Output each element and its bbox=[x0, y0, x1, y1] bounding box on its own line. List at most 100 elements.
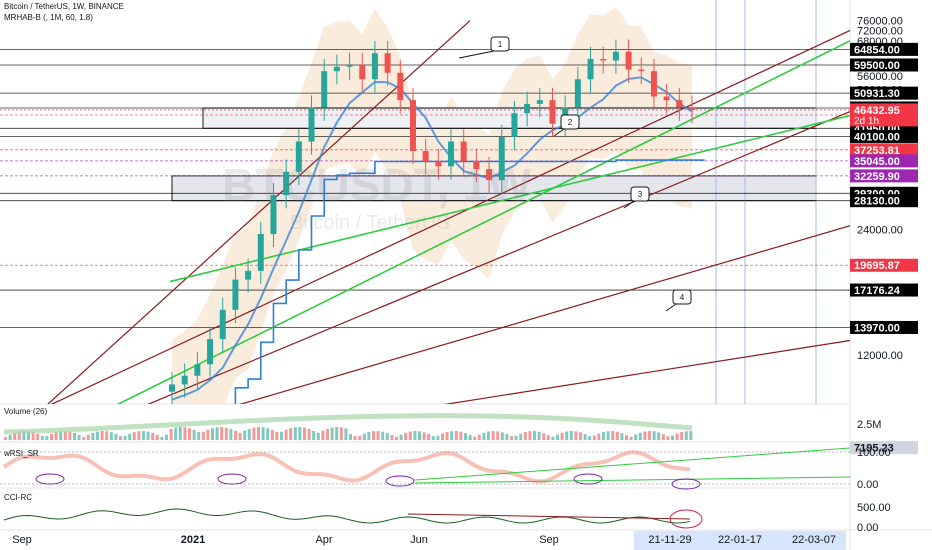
callout-3: 3 bbox=[623, 186, 650, 209]
price-tag-bg bbox=[850, 258, 918, 272]
volume-bar bbox=[464, 433, 467, 440]
pane-tick: 0.00 bbox=[857, 479, 878, 491]
trailing-stop-line bbox=[234, 159, 705, 404]
volume-bar bbox=[215, 427, 219, 440]
volume-bar bbox=[224, 427, 228, 440]
candle-body bbox=[321, 71, 328, 108]
price-tag: 35045.00 bbox=[850, 154, 918, 168]
volume-bar bbox=[675, 433, 679, 440]
pane-tick: 500.00 bbox=[857, 502, 891, 514]
volume-bar bbox=[362, 433, 366, 440]
volume-bar bbox=[436, 435, 440, 440]
volume-bar bbox=[284, 429, 288, 440]
volume-bar bbox=[243, 430, 247, 440]
candle-body bbox=[169, 384, 175, 392]
candle-body bbox=[371, 53, 378, 80]
candle-body bbox=[397, 72, 404, 101]
volume-bar bbox=[638, 432, 642, 440]
volume-bar bbox=[146, 431, 150, 440]
volume-bar bbox=[229, 429, 233, 440]
volume-pane-label[interactable]: Volume (26) bbox=[4, 407, 48, 416]
candle-body bbox=[600, 58, 607, 61]
current-price-tag-bg bbox=[850, 103, 918, 127]
price-tag-label: 40100.00 bbox=[854, 131, 900, 143]
candle-body bbox=[612, 51, 619, 61]
time-label: Apr bbox=[315, 534, 332, 546]
volume-bar bbox=[629, 436, 633, 440]
candle-body bbox=[207, 339, 214, 365]
volume-bar bbox=[657, 432, 661, 440]
volume-bar bbox=[431, 436, 435, 440]
candle-body bbox=[232, 279, 239, 310]
volume-bar bbox=[399, 434, 403, 440]
volume-bar bbox=[8, 434, 12, 440]
price-tag: 28130.00 bbox=[850, 194, 918, 208]
time-highlight-label: 21-11-29 bbox=[648, 534, 691, 546]
trend-line-3 bbox=[147, 111, 850, 404]
volume-bar bbox=[680, 432, 684, 440]
volume-bar bbox=[625, 435, 628, 440]
volume-bar bbox=[155, 434, 159, 440]
cci-pane-label[interactable]: CCI-RC bbox=[4, 493, 32, 502]
volume-bar bbox=[59, 431, 63, 440]
date-range-highlight bbox=[634, 531, 846, 550]
price-tag-label: 17176.24 bbox=[854, 285, 901, 297]
time-axis: Sep 2021 Apr Jun Sep 21-11-29 22-01-17 22-03-07 bbox=[12, 531, 846, 550]
volume-bar bbox=[109, 432, 113, 440]
price-tag-bg bbox=[850, 194, 918, 208]
price-tag-bg bbox=[850, 86, 918, 100]
volume-bar bbox=[602, 432, 605, 440]
volume-bar bbox=[22, 431, 26, 440]
volume-bar bbox=[372, 431, 375, 440]
candle-body bbox=[384, 53, 391, 73]
candle-body bbox=[663, 96, 670, 101]
volume-bar bbox=[454, 431, 458, 440]
volatility-cloud bbox=[172, 7, 692, 404]
volume-bar bbox=[611, 431, 615, 440]
price-tag-label: 19695.87 bbox=[854, 260, 900, 272]
volume-bar bbox=[615, 431, 619, 440]
price-tag: 64854.00 bbox=[850, 42, 918, 56]
volume-bar bbox=[178, 427, 182, 440]
callout-pointer bbox=[623, 200, 635, 209]
price-tag: 7195.23 bbox=[850, 441, 918, 455]
candle-body bbox=[283, 171, 290, 196]
callout-box bbox=[560, 114, 580, 130]
volume-bar bbox=[413, 431, 417, 440]
volume-bar bbox=[307, 429, 311, 440]
time-label: 2021 bbox=[181, 534, 205, 546]
price-tag-label: 59500.00 bbox=[854, 60, 900, 72]
volume-bar bbox=[496, 431, 500, 440]
candle-body bbox=[676, 100, 683, 108]
candle-body bbox=[549, 100, 556, 124]
volume-bar bbox=[77, 434, 81, 440]
pane-tick: 0.00 bbox=[857, 522, 878, 534]
volume-bar bbox=[671, 435, 674, 440]
trend-line-2 bbox=[50, 29, 850, 404]
zone-box-upper bbox=[202, 107, 817, 129]
wrsi-pane-label[interactable]: wRSI_SR bbox=[4, 449, 39, 458]
candle-body bbox=[181, 375, 188, 385]
wrsi-marker bbox=[573, 473, 603, 485]
symbol-title[interactable]: Bitcoin / TetherUS, 1W, BINANCE bbox=[4, 2, 124, 11]
volume-bar bbox=[289, 428, 293, 440]
volume-bar bbox=[40, 435, 44, 440]
candle-body bbox=[498, 136, 505, 181]
volume-bar bbox=[569, 431, 573, 440]
volume-bar bbox=[689, 431, 693, 440]
volume-bar bbox=[280, 431, 283, 440]
callout-pointer bbox=[458, 50, 495, 59]
volume-bar bbox=[376, 431, 380, 440]
candle-body bbox=[587, 58, 594, 80]
volume-bar bbox=[482, 432, 486, 440]
volume-bar bbox=[381, 431, 385, 440]
volume-bar bbox=[523, 432, 527, 440]
volume-bar bbox=[326, 428, 329, 440]
volume-bar bbox=[197, 431, 201, 440]
price-tag: 50931.30 bbox=[850, 86, 918, 100]
price-tag-label: 35045.00 bbox=[854, 156, 900, 168]
indicator-title[interactable]: MRHAB-B (, 1M, 60, 1.8) bbox=[4, 13, 93, 22]
volume-bar bbox=[312, 430, 316, 440]
price-tag-label: 37253.81 bbox=[854, 145, 900, 157]
